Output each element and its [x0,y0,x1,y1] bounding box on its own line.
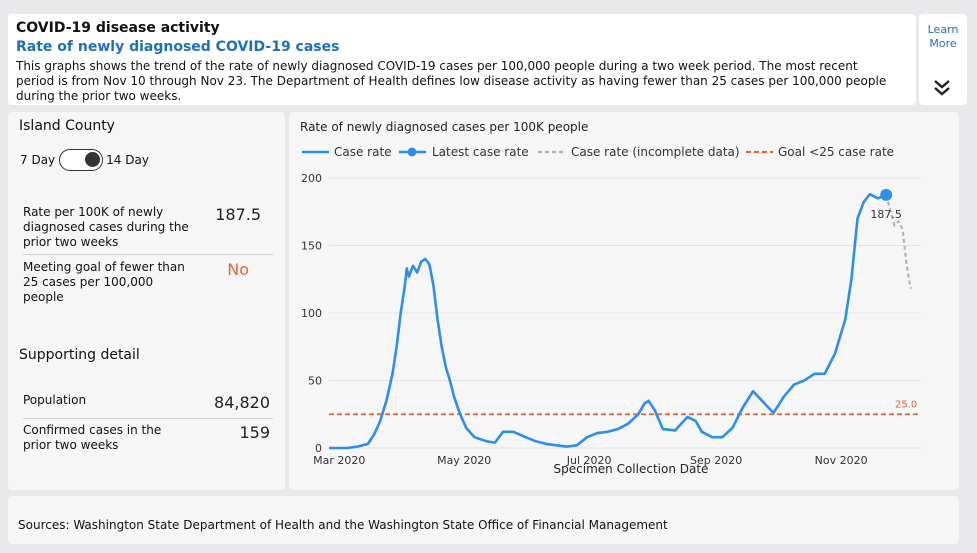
x-tick-label: Mar 2020 [313,454,365,467]
x-tick-label: Jul 2020 [566,454,612,467]
chart-panel: Rate of newly diagnosed cases per 100K p… [289,112,959,490]
summary-panel: Island County 7 Day 14 Day Rate per 100K… [8,112,285,490]
y-tick-label: 200 [301,172,322,185]
rate-label: Rate per 100K of newly diagnosed cases d… [23,205,189,249]
case-rate-line [329,192,887,450]
y-tick-label: 100 [301,307,322,320]
goal-status-value: No [227,260,249,279]
cases-label: Confirmed cases in the prior two weeks [23,423,162,452]
gridlines [329,177,921,449]
sources-panel: Sources: Washington State Department of … [8,496,959,544]
legend-latest[interactable]: Latest case rate [432,145,529,159]
rate-value: 187.5 [215,205,261,224]
learn-more-link[interactable]: Learn More [927,23,959,50]
toggle-switch[interactable] [59,149,104,171]
description-text: This graphs shows the trend of the rate … [16,59,887,103]
legend: Case rate Latest case rate Case rate (in… [302,145,894,159]
county-name: Island County [19,118,115,134]
x-tick-label: May 2020 [437,454,491,467]
toggle-left-label[interactable]: 7 Day [20,153,56,167]
latest-case-rate-label: 187.5 [870,208,902,221]
legend-case-rate[interactable]: Case rate [334,145,392,159]
case-rate-chart: Rate of newly diagnosed cases per 100K p… [300,120,921,476]
page-title: Rate of newly diagnosed COVID-19 cases [16,39,340,55]
y-tick-label: 50 [308,375,322,388]
legend-goal[interactable]: Goal <25 case rate [778,145,894,159]
supporting-detail-title: Supporting detail [19,347,140,363]
legend-incomplete[interactable]: Case rate (incomplete data) [571,145,740,159]
divider [23,254,273,255]
population-value: 84,820 [214,393,270,412]
sources-text: Sources: Washington State Department of … [18,518,668,532]
chart-title: Rate of newly diagnosed cases per 100K p… [300,120,588,134]
x-tick-label: Nov 2020 [815,454,868,467]
period-toggle: 7 Day 14 Day [20,149,149,171]
x-tick-label: Sep 2020 [690,454,742,467]
x-axis-title: Specimen Collection Date [554,462,709,476]
toggle-knob[interactable] [85,152,101,167]
y-axis-ticks: 0 50 100 150 200 [301,172,322,455]
goal-label: Meeting goal of fewer than 25 cases per … [23,260,185,304]
latest-case-rate-point[interactable] [880,188,893,201]
incomplete-data-line [885,194,912,289]
header-card: COVID-19 disease activity Rate of newly … [8,14,916,105]
goal-line-label: 25.0 [895,399,917,410]
toggle-right-label[interactable]: 14 Day [106,153,149,167]
cases-value: 159 [239,423,270,442]
y-tick-label: 150 [301,240,322,253]
cases-metric: Confirmed cases in the prior two weeks 1… [23,423,273,459]
x-axis-ticks: Mar 2020 May 2020 Jul 2020 Sep 2020 Nov 2020 [313,454,867,467]
rate-metric: Rate per 100K of newly diagnosed cases d… [23,205,273,251]
population-metric: Population 84,820 [23,393,273,417]
learn-more-panel: Learn More [919,14,967,105]
double-chevron-down-icon[interactable] [929,74,955,100]
divider [23,418,273,419]
legend-latest-dot [407,147,417,157]
population-label: Population [23,393,87,407]
y-tick-label: 0 [315,442,322,455]
section-label: COVID-19 disease activity [16,20,220,36]
goal-metric: Meeting goal of fewer than 25 cases per … [23,260,273,306]
